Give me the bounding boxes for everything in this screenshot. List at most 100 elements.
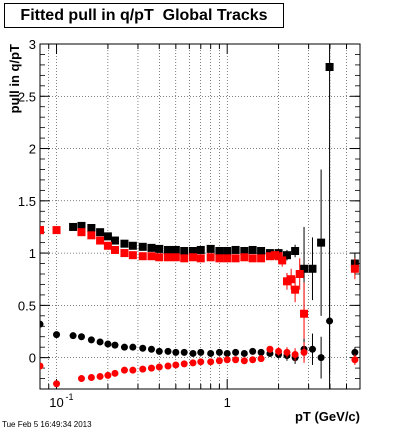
data-point-circle — [249, 356, 257, 364]
data-point-square — [231, 245, 240, 254]
data-point-circle — [291, 351, 299, 358]
data-point-square — [317, 238, 326, 247]
data-point-circle — [172, 361, 180, 369]
data-point-circle — [155, 347, 163, 355]
data-point-square — [164, 253, 173, 262]
data-point-square — [300, 264, 309, 273]
data-point-circle — [249, 347, 257, 355]
data-point-square — [138, 242, 147, 251]
data-point-square — [180, 247, 189, 255]
data-point-square — [147, 243, 156, 252]
data-point-circle — [104, 371, 112, 379]
y-tick-label: 2.5 — [18, 89, 36, 104]
data-point-square — [87, 224, 96, 232]
data-point-circle — [197, 348, 205, 356]
data-point-circle — [308, 345, 316, 353]
data-point-square — [308, 264, 317, 273]
data-point-square — [295, 270, 304, 278]
data-point-circle — [207, 358, 215, 366]
y-tick-label: 3 — [29, 37, 36, 52]
data-point-circle — [87, 374, 95, 381]
data-point-circle — [53, 331, 61, 339]
data-point-circle — [164, 347, 172, 355]
data-point-square — [231, 254, 240, 263]
data-point-square — [171, 245, 180, 254]
data-point-circle — [96, 338, 104, 346]
data-point-square — [120, 249, 129, 258]
data-point-square — [77, 228, 86, 237]
data-point-circle — [155, 363, 163, 371]
y-tick-label: 2 — [29, 142, 36, 157]
y-tick-label: 1.5 — [18, 194, 36, 209]
data-point-circle — [111, 341, 119, 349]
data-point-circle — [232, 356, 240, 364]
data-point-circle — [180, 360, 188, 368]
data-point-square — [248, 254, 257, 263]
plot-frame — [39, 43, 361, 390]
data-point-square — [300, 309, 309, 318]
data-point-circle — [223, 356, 231, 364]
data-point-square — [128, 251, 137, 260]
data-point-circle — [275, 347, 283, 355]
data-point-circle — [207, 349, 215, 357]
x-tick-label: 10 — [49, 395, 63, 410]
data-point-square — [196, 245, 205, 254]
data-point-circle — [215, 357, 223, 365]
data-point-square — [155, 244, 164, 253]
data-point-circle — [317, 354, 325, 362]
data-point-circle — [223, 349, 231, 357]
data-point-circle — [257, 355, 265, 363]
data-point-square — [155, 253, 164, 262]
data-point-square — [188, 253, 197, 262]
timestamp-footer: Tue Feb 5 16:49:34 2013 — [2, 420, 92, 429]
data-point-circle — [139, 344, 147, 352]
data-point-square — [265, 252, 274, 261]
data-point-square — [291, 247, 300, 255]
data-point-circle — [266, 345, 274, 353]
data-point-circle — [87, 336, 95, 344]
data-point-square — [325, 63, 334, 71]
y-tick-label: 0 — [29, 351, 36, 366]
data-points-group — [40, 44, 359, 389]
data-point-square — [248, 245, 257, 254]
data-point-circle — [129, 366, 137, 374]
data-point-circle — [240, 349, 248, 357]
data-point-square — [196, 254, 205, 263]
data-point-circle — [180, 348, 188, 356]
data-point-circle — [129, 343, 137, 351]
data-point-square — [110, 245, 119, 254]
data-point-square — [69, 222, 78, 231]
data-point-circle — [164, 362, 172, 370]
data-point-square — [206, 244, 215, 253]
data-point-square — [120, 239, 129, 248]
data-point-square — [282, 277, 291, 286]
data-point-square — [138, 252, 147, 261]
data-point-square — [96, 236, 105, 245]
data-point-square — [282, 251, 291, 260]
data-point-circle — [351, 356, 359, 364]
data-point-square — [274, 252, 283, 261]
data-point-square — [206, 253, 215, 262]
data-point-circle — [120, 343, 128, 351]
data-point-circle — [96, 372, 104, 380]
data-point-square — [77, 221, 86, 230]
data-point-square — [128, 241, 137, 250]
data-point-circle — [351, 348, 359, 356]
data-point-square — [291, 285, 300, 294]
data-point-circle — [139, 365, 147, 373]
data-point-square — [180, 254, 189, 263]
data-point-circle — [40, 362, 44, 370]
data-point-square — [257, 247, 266, 255]
data-point-circle — [69, 332, 77, 340]
y-axis-label: pull in q/pT — [7, 44, 22, 113]
data-point-square — [188, 247, 197, 255]
data-point-square — [223, 247, 232, 255]
data-point-square — [215, 247, 224, 255]
data-point-square — [278, 256, 287, 265]
data-point-circle — [77, 375, 85, 383]
data-point-circle — [215, 348, 223, 356]
data-point-circle — [283, 348, 291, 356]
data-point-circle — [172, 348, 180, 356]
data-point-square — [103, 241, 112, 250]
